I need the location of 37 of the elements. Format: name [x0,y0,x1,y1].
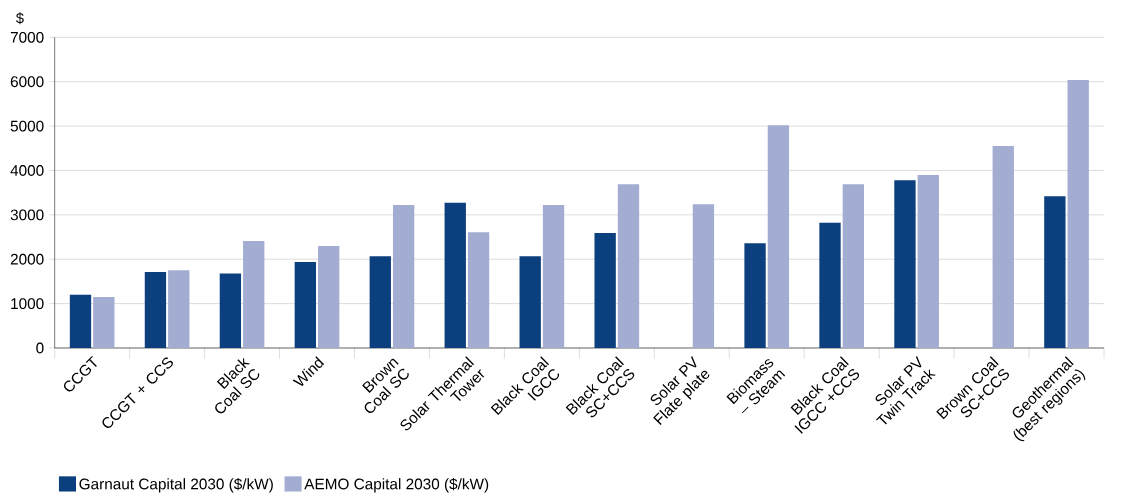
bar [168,270,190,349]
y-tick-label: 4000 [10,165,44,176]
y-tick-label: 1000 [11,298,44,310]
bar [219,273,242,349]
bar [744,243,766,349]
bar [444,202,466,349]
bar [1067,80,1089,349]
bar [617,184,640,349]
bar [318,246,340,349]
bar [842,184,865,349]
bar [894,180,916,349]
bar [819,222,841,349]
bar [369,256,391,349]
bar [467,232,490,349]
bar [243,241,265,349]
y-tick-label: 0 [36,342,44,354]
y-tick-label: 6000 [10,76,44,88]
y-tick-label: 5000 [10,120,44,132]
bar [519,256,541,349]
y-tick-label: 3000 [10,209,44,221]
bar [542,205,565,349]
legend-label: Garnaut Capital 2030 ($/kW) [79,478,273,493]
bar [594,233,616,349]
bar [692,204,715,349]
y-axis-title: $ [16,12,24,25]
bar [917,175,939,349]
bar [294,261,317,349]
bar [93,297,115,349]
bar [767,125,790,349]
bar [1044,196,1066,349]
bar [144,272,167,349]
y-tick-label: 2000 [10,253,44,265]
y-tick-label: 7000 [10,32,44,43]
bar [992,146,1014,349]
bar [69,294,92,349]
bar [392,205,415,349]
legend-label: AEMO Capital 2030 ($/kW) [304,478,489,493]
